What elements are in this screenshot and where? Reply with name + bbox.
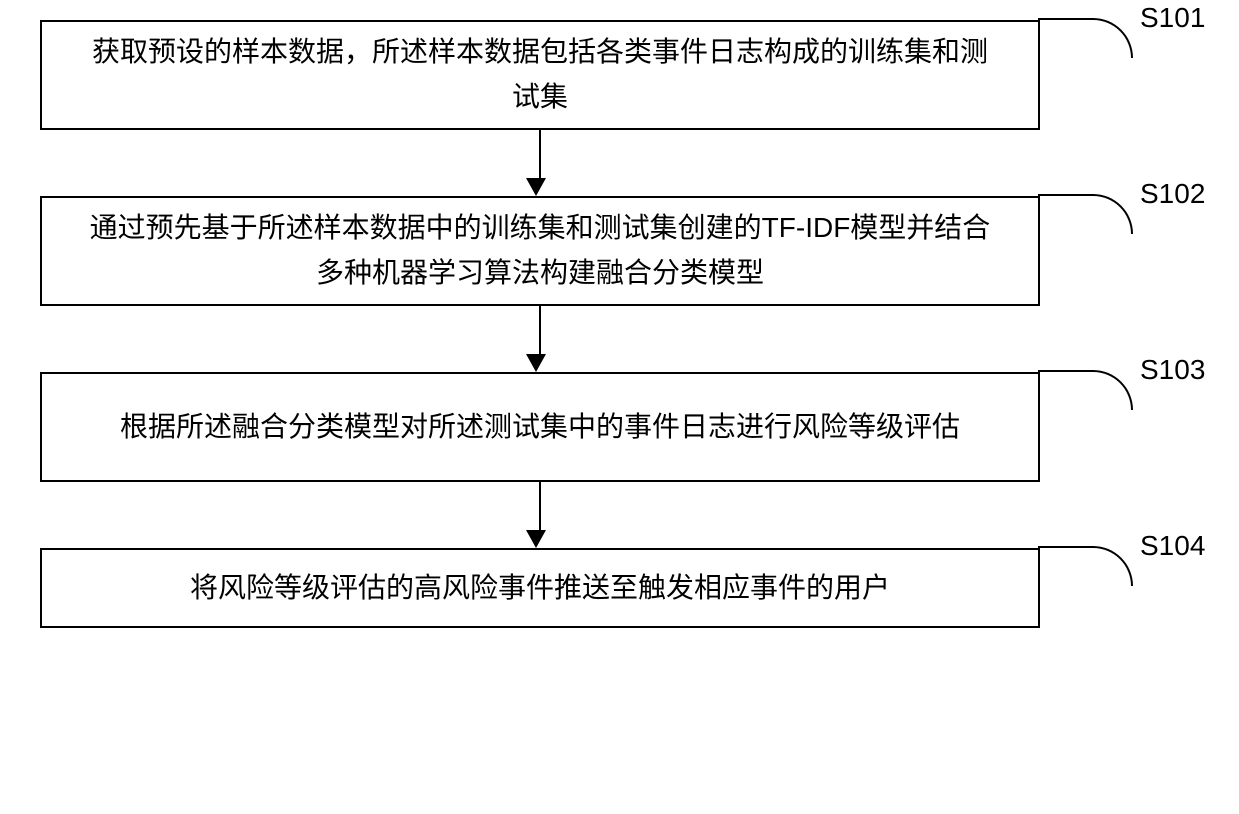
step-text: 通过预先基于所述样本数据中的训练集和测试集创建的TF-IDF模型并结合多种机器学… [82, 206, 998, 296]
step-box-s102: 通过预先基于所述样本数据中的训练集和测试集创建的TF-IDF模型并结合多种机器学… [40, 196, 1040, 306]
step-wrapper-3: 根据所述融合分类模型对所述测试集中的事件日志进行风险等级评估 S103 [40, 372, 1179, 482]
label-connector-s104 [1038, 546, 1133, 586]
arrow-3 [535, 482, 546, 548]
arrow-head [526, 178, 546, 196]
step-box-s101: 获取预设的样本数据，所述样本数据包括各类事件日志构成的训练集和测试集 [40, 20, 1040, 130]
arrow-container-3 [40, 482, 1040, 548]
step-wrapper-1: 获取预设的样本数据，所述样本数据包括各类事件日志构成的训练集和测试集 S101 [40, 20, 1179, 130]
arrow-container-2 [40, 306, 1040, 372]
step-label-s103: S103 [1140, 354, 1205, 386]
label-connector-s102 [1038, 194, 1133, 234]
step-label-s104: S104 [1140, 530, 1205, 562]
arrow-line [539, 482, 541, 530]
step-text: 根据所述融合分类模型对所述测试集中的事件日志进行风险等级评估 [120, 405, 960, 450]
arrow-head [526, 530, 546, 548]
arrow-1 [535, 130, 546, 196]
step-wrapper-4: 将风险等级评估的高风险事件推送至触发相应事件的用户 S104 [40, 548, 1179, 628]
arrow-2 [535, 306, 546, 372]
step-box-s103: 根据所述融合分类模型对所述测试集中的事件日志进行风险等级评估 [40, 372, 1040, 482]
step-wrapper-2: 通过预先基于所述样本数据中的训练集和测试集创建的TF-IDF模型并结合多种机器学… [40, 196, 1179, 306]
step-text: 获取预设的样本数据，所述样本数据包括各类事件日志构成的训练集和测试集 [82, 30, 998, 120]
step-label-s101: S101 [1140, 2, 1205, 34]
arrow-line [539, 306, 541, 354]
step-text: 将风险等级评估的高风险事件推送至触发相应事件的用户 [190, 566, 890, 611]
label-connector-s101 [1038, 18, 1133, 58]
arrow-head [526, 354, 546, 372]
step-label-s102: S102 [1140, 178, 1205, 210]
label-connector-s103 [1038, 370, 1133, 410]
arrow-container-1 [40, 130, 1040, 196]
arrow-line [539, 130, 541, 178]
step-box-s104: 将风险等级评估的高风险事件推送至触发相应事件的用户 [40, 548, 1040, 628]
flowchart-container: 获取预设的样本数据，所述样本数据包括各类事件日志构成的训练集和测试集 S101 … [0, 0, 1239, 648]
